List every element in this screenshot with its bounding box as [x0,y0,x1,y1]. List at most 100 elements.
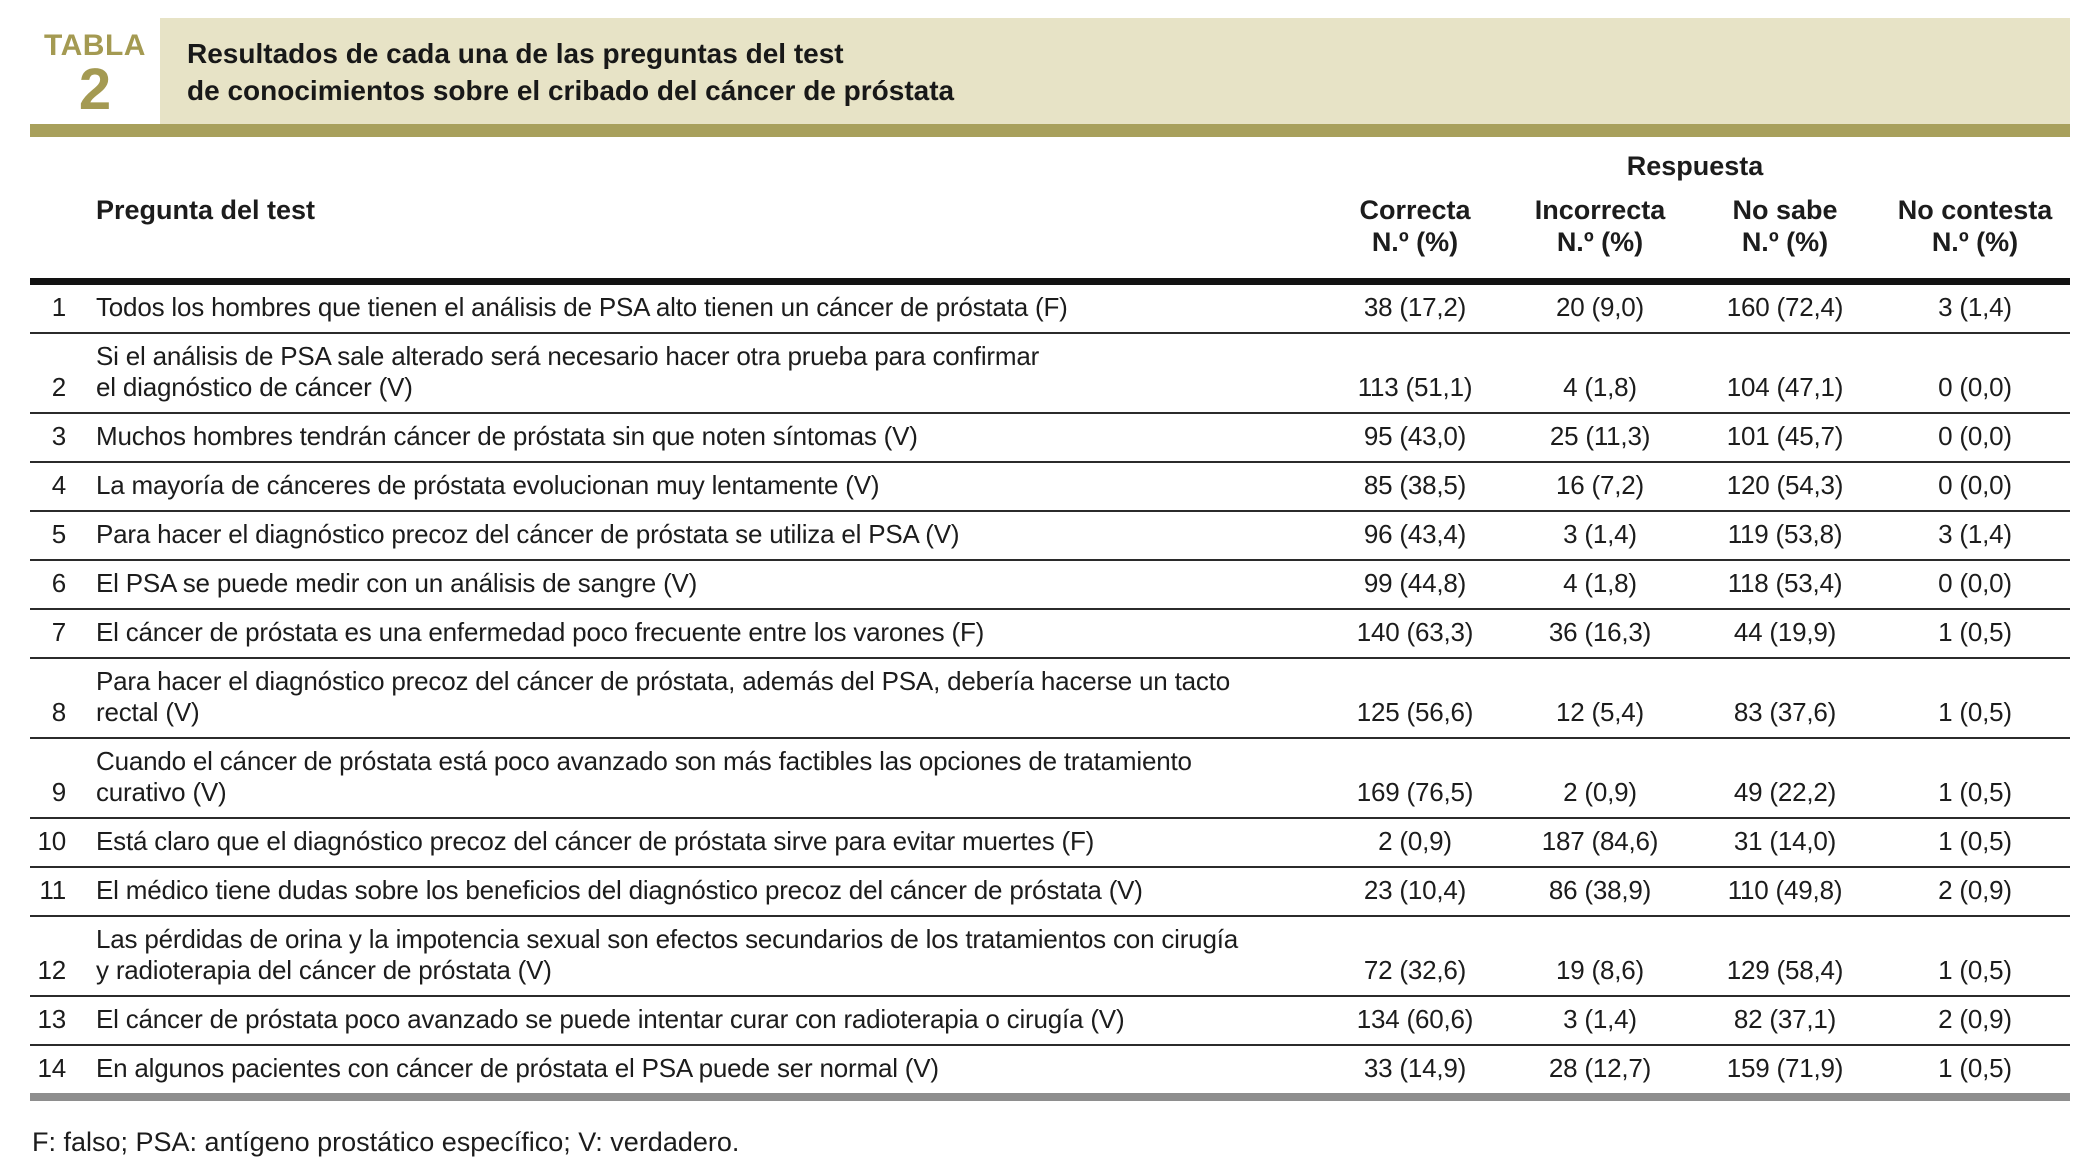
incorrecta-cell: 12 (5,4) [1555,697,1644,727]
correcta-cell: 113 (51,1) [1357,372,1473,402]
no-contesta-cell: 1 (0,5) [1938,955,2012,985]
row-number: 7 [51,617,66,647]
question-cell: Para hacer el diagnóstico precoz del cán… [96,666,1230,727]
question-cell: El médico tiene dudas sobre los benefici… [96,875,1143,905]
correcta-cell: 169 (76,5) [1356,777,1474,807]
correcta-cell: 99 (44,8) [1363,568,1467,598]
correcta-cell: 2 (0,9) [1378,826,1452,856]
table-row: 3 Muchos hombres tendrán cáncer de prósta… [30,413,2070,462]
correcta-cell: 38 (17,2) [1363,292,1467,322]
number-column-header [30,192,92,282]
no-contesta-cell: 2 (0,9) [1938,875,2012,905]
table-title-line1: Resultados de cada una de las preguntas … [187,38,844,69]
table-row: 1 Todos los hombres que tienen el análisi… [30,282,2070,333]
row-number: 1 [51,292,66,322]
column-header-no-contesta-sub: N.º (%) [1931,227,2019,257]
table-row: 13 El cáncer de próstata poco avanzado se… [30,996,2070,1045]
figure-header: TABLA 2 Resultados de cada una de las pr… [30,18,2070,137]
incorrecta-cell: 187 (84,6) [1541,826,1659,856]
correcta-cell: 85 (38,5) [1363,470,1467,500]
incorrecta-cell: 86 (38,9) [1548,875,1652,905]
incorrecta-cell: 4 (1,8) [1563,568,1637,598]
correcta-cell: 23 (10,4) [1363,875,1467,905]
no-sabe-cell: 104 (47,1) [1726,372,1844,402]
column-header-no-contesta-label: No contesta [1897,195,2053,225]
table-row: 4 La mayoría de cánceres de próstata evol… [30,462,2070,511]
column-header-no-contesta: No contesta N.º (%) [1880,192,2070,282]
question-column-header: Pregunta del test [96,195,316,225]
column-header-correcta: Correcta N.º (%) [1320,192,1510,282]
header-rule [30,124,2070,137]
no-sabe-cell: 49 (22,2) [1733,777,1837,807]
row-number: 5 [51,519,66,549]
correcta-cell: 33 (14,9) [1363,1053,1467,1083]
row-number: 14 [37,1053,66,1083]
table-badge: TABLA 2 [30,18,160,124]
no-sabe-cell: 120 (54,3) [1726,470,1844,500]
correcta-cell: 96 (43,4) [1363,519,1467,549]
table-row: 6 El PSA se puede medir con un análisis d… [30,560,2070,609]
no-sabe-cell: 129 (58,4) [1726,955,1844,985]
respuesta-header-spacer [30,137,1320,192]
row-number: 6 [51,568,66,598]
table-title-line2: de conocimientos sobre el cribado del cá… [187,75,955,106]
column-header-correcta-label: Correcta [1359,195,1471,225]
table-row: 9 Cuando el cáncer de próstata está poco … [30,738,2070,818]
no-contesta-cell: 1 (0,5) [1938,697,2012,727]
question-cell: El cáncer de próstata es una enfermedad … [96,617,985,647]
column-header-no-sabe: No sabe N.º (%) [1690,192,1880,282]
question-cell: Las pérdidas de orina y la impotencia se… [96,924,1238,985]
table-badge-label: TABLA [44,29,146,62]
table-row: 2 Si el análisis de PSA sale alterado ser… [30,333,2070,413]
results-table-head: Respuesta Pregunta del test Correcta N.º… [30,137,2070,282]
table-row: 8 Para hacer el diagnóstico precoz del cá… [30,658,2070,738]
table-body: 1 Todos los hombres que tienen el análisi… [30,282,2070,1094]
no-sabe-cell: 159 (71,9) [1726,1053,1844,1083]
footer-rule [30,1093,2070,1101]
column-header-incorrecta: Incorrecta N.º (%) [1510,192,1690,282]
no-contesta-cell: 3 (1,4) [1938,292,2012,322]
column-header-no-sabe-sub: N.º (%) [1741,227,1829,257]
no-sabe-cell: 44 (19,9) [1733,617,1837,647]
question-cell: La mayoría de cánceres de próstata evolu… [96,470,880,500]
column-header-row: Pregunta del test Correcta N.º (%) Incor… [30,192,2070,282]
table-badge-number: 2 [78,57,112,122]
incorrecta-cell: 3 (1,4) [1563,519,1637,549]
question-cell: En algunos pacientes con cáncer de próst… [96,1053,939,1083]
no-contesta-cell: 1 (0,5) [1938,777,2012,807]
incorrecta-cell: 4 (1,8) [1563,372,1637,402]
question-cell: Cuando el cáncer de próstata está poco a… [96,746,1192,807]
question-cell: Si el análisis de PSA sale alterado será… [96,341,1040,402]
no-contesta-cell: 0 (0,0) [1938,470,2012,500]
question-cell: Muchos hombres tendrán cáncer de próstat… [96,421,918,451]
row-number: 2 [51,372,66,402]
table-row: 12 Las pérdidas de orina y la impotencia … [30,916,2070,996]
no-sabe-cell: 31 (14,0) [1733,826,1837,856]
incorrecta-cell: 28 (12,7) [1548,1053,1652,1083]
no-contesta-cell: 0 (0,0) [1938,568,2012,598]
no-contesta-cell: 3 (1,4) [1938,519,2012,549]
question-cell: El cáncer de próstata poco avanzado se p… [96,1004,1125,1034]
column-header-correcta-sub: N.º (%) [1371,227,1459,257]
row-number: 12 [37,955,66,985]
incorrecta-cell: 16 (7,2) [1555,470,1644,500]
incorrecta-cell: 2 (0,9) [1563,777,1637,807]
incorrecta-cell: 36 (16,3) [1548,617,1652,647]
correcta-cell: 134 (60,6) [1356,1004,1474,1034]
no-sabe-cell: 101 (45,7) [1726,421,1844,451]
no-sabe-cell: 118 (53,4) [1727,568,1843,598]
question-cell: Todos los hombres que tienen el análisis… [96,292,1068,322]
row-number: 9 [51,777,66,807]
no-contesta-cell: 0 (0,0) [1938,372,2012,402]
incorrecta-cell: 3 (1,4) [1563,1004,1637,1034]
question-cell: Está claro que el diagnóstico precoz del… [96,826,1095,856]
no-sabe-cell: 160 (72,4) [1726,292,1844,322]
table-row: 7 El cáncer de próstata es una enfermedad… [30,609,2070,658]
table-title-box: Resultados de cada una de las preguntas … [160,18,2070,124]
no-contesta-cell: 0 (0,0) [1938,421,2012,451]
column-header-incorrecta-sub: N.º (%) [1556,227,1644,257]
no-sabe-cell: 82 (37,1) [1733,1004,1837,1034]
results-table: Respuesta Pregunta del test Correcta N.º… [30,137,2070,1093]
correcta-cell: 125 (56,6) [1356,697,1474,727]
